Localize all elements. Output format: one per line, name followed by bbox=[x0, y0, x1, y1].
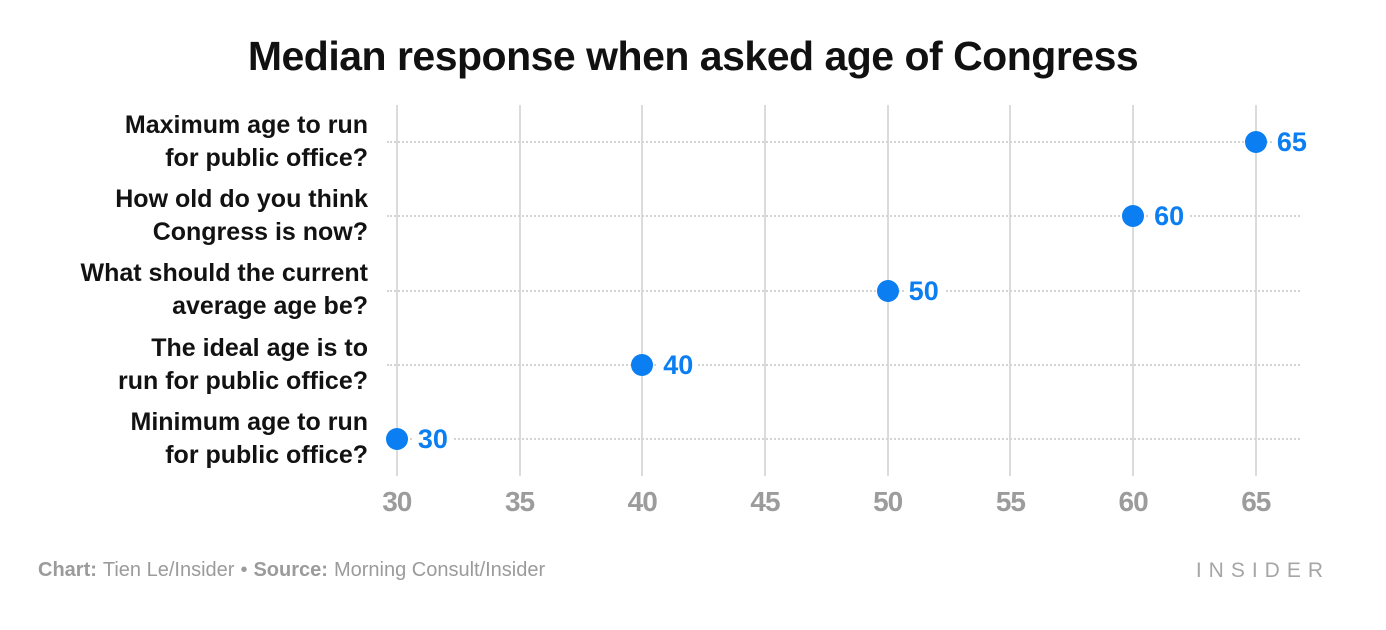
footer-separator-bullet: • bbox=[240, 559, 248, 581]
row-gridline bbox=[387, 215, 1300, 218]
category-label: How old do you think Congress is now? bbox=[0, 179, 368, 253]
category-label: The ideal age is to run for public offic… bbox=[0, 328, 368, 402]
row-gridline bbox=[387, 363, 1300, 366]
row-gridline bbox=[387, 289, 1300, 292]
x-tick-label: 45 bbox=[750, 486, 780, 517]
footer-source-credit: Morning Consult/Insider bbox=[333, 559, 546, 581]
row-gridline bbox=[387, 437, 1300, 440]
x-tick-label: 65 bbox=[1241, 486, 1271, 517]
value-label: 30 bbox=[412, 423, 453, 454]
category-label-text: The ideal age is to run for public offic… bbox=[118, 333, 368, 395]
chart-title: Median response when asked age of Congre… bbox=[247, 33, 1139, 79]
category-label: What should the current average age be? bbox=[0, 253, 369, 327]
row-gridline bbox=[387, 141, 1300, 144]
footer-credit: Chart: Tien Le/Insider • Source: Morning… bbox=[38, 557, 545, 583]
x-tick-label: 35 bbox=[504, 486, 535, 517]
value-label: 60 bbox=[1149, 201, 1190, 232]
value-label: 50 bbox=[903, 275, 944, 306]
footer-chart-credit: Tien Le/Insider bbox=[102, 559, 235, 581]
footer-source-label: Source: bbox=[253, 559, 328, 581]
category-label-text: Minimum age to run for public office? bbox=[130, 407, 369, 469]
x-tick-label: 40 bbox=[627, 486, 658, 517]
category-label-text: What should the current average age be? bbox=[80, 259, 369, 321]
x-tick-label: 55 bbox=[995, 486, 1026, 517]
category-label-text: Maximum age to run for public office? bbox=[124, 111, 368, 173]
data-point bbox=[1244, 131, 1267, 154]
data-point bbox=[385, 427, 408, 450]
footer-chart-label: Chart: bbox=[38, 559, 97, 581]
data-point bbox=[631, 353, 654, 376]
insider-logo: INSIDER bbox=[1195, 559, 1330, 582]
data-point bbox=[1122, 205, 1145, 228]
category-label: Maximum age to run for public office? bbox=[0, 105, 368, 179]
category-label: Minimum age to run for public office? bbox=[0, 402, 369, 476]
x-tick-label: 60 bbox=[1118, 486, 1149, 517]
value-label: 65 bbox=[1271, 127, 1312, 158]
category-label-text: How old do you think Congress is now? bbox=[115, 185, 368, 247]
x-tick-label: 50 bbox=[873, 486, 903, 517]
value-label: 40 bbox=[658, 349, 699, 380]
data-point bbox=[876, 279, 899, 302]
x-tick-label: 30 bbox=[382, 486, 412, 517]
